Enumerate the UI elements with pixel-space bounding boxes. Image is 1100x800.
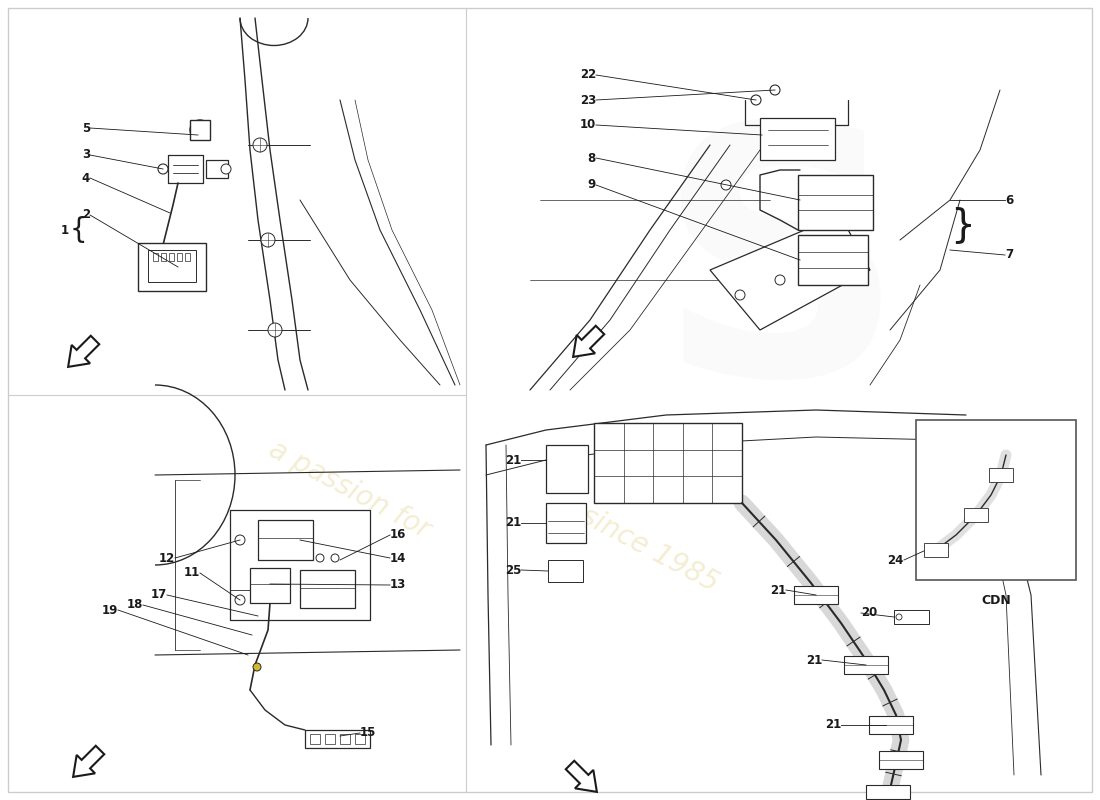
- Text: 21: 21: [505, 517, 521, 530]
- Bar: [798, 175, 873, 230]
- Bar: [206, 160, 228, 178]
- Bar: [548, 560, 583, 582]
- Circle shape: [268, 323, 282, 337]
- Bar: [310, 734, 320, 744]
- Circle shape: [220, 166, 225, 172]
- Circle shape: [770, 85, 780, 95]
- FancyArrow shape: [565, 761, 597, 792]
- Bar: [190, 120, 210, 140]
- Bar: [546, 503, 586, 543]
- Bar: [138, 243, 206, 291]
- Circle shape: [253, 138, 267, 152]
- Circle shape: [158, 164, 168, 174]
- Circle shape: [208, 166, 214, 172]
- Bar: [989, 468, 1013, 482]
- Text: S: S: [654, 113, 905, 447]
- Text: 22: 22: [580, 69, 596, 82]
- Circle shape: [720, 180, 732, 190]
- Bar: [161, 253, 166, 261]
- Text: 6: 6: [1005, 194, 1013, 206]
- Bar: [844, 656, 888, 674]
- Bar: [760, 118, 835, 160]
- Text: 17: 17: [151, 589, 167, 602]
- Bar: [177, 253, 182, 261]
- Bar: [866, 785, 910, 799]
- Bar: [924, 543, 948, 557]
- Polygon shape: [710, 215, 870, 330]
- Text: 24: 24: [888, 554, 904, 566]
- Text: 9: 9: [587, 178, 596, 191]
- Text: 3: 3: [81, 149, 90, 162]
- Text: 15: 15: [360, 726, 376, 739]
- Bar: [300, 570, 355, 608]
- Text: 21: 21: [825, 718, 842, 731]
- Bar: [185, 253, 190, 261]
- FancyArrow shape: [573, 326, 604, 357]
- Text: 5: 5: [81, 122, 90, 134]
- Text: 11: 11: [184, 566, 200, 579]
- Text: 13: 13: [390, 578, 406, 591]
- Bar: [798, 235, 868, 285]
- Text: 19: 19: [101, 603, 118, 617]
- Text: 4: 4: [81, 171, 90, 185]
- Text: 16: 16: [390, 529, 406, 542]
- Circle shape: [235, 595, 245, 605]
- Circle shape: [751, 95, 761, 105]
- Circle shape: [735, 290, 745, 300]
- Bar: [169, 253, 174, 261]
- Text: }: }: [950, 206, 975, 244]
- Bar: [869, 716, 913, 734]
- Text: 23: 23: [580, 94, 596, 106]
- Text: 21: 21: [805, 654, 822, 666]
- Bar: [148, 250, 196, 282]
- Bar: [355, 734, 365, 744]
- Text: 2: 2: [81, 209, 90, 222]
- Circle shape: [253, 663, 261, 671]
- Circle shape: [896, 614, 902, 620]
- Text: 14: 14: [390, 551, 406, 565]
- Bar: [305, 730, 370, 748]
- Circle shape: [235, 535, 245, 545]
- Bar: [964, 508, 988, 522]
- Text: 21: 21: [505, 454, 521, 466]
- Bar: [153, 253, 158, 261]
- Circle shape: [221, 164, 231, 174]
- Bar: [794, 586, 838, 604]
- Bar: [258, 520, 314, 560]
- Bar: [546, 445, 589, 493]
- Text: 12: 12: [158, 551, 175, 565]
- Text: 25: 25: [505, 563, 521, 577]
- Text: 10: 10: [580, 118, 596, 131]
- Bar: [594, 423, 742, 503]
- Bar: [324, 734, 336, 744]
- Bar: [879, 751, 923, 769]
- Bar: [340, 734, 350, 744]
- Text: since 1985: since 1985: [576, 502, 724, 598]
- Text: 1: 1: [60, 223, 69, 237]
- FancyArrow shape: [73, 746, 104, 777]
- Text: 21: 21: [770, 583, 786, 597]
- Text: 7: 7: [1005, 249, 1013, 262]
- Circle shape: [331, 554, 339, 562]
- Circle shape: [261, 233, 275, 247]
- Circle shape: [776, 275, 785, 285]
- Text: 20: 20: [861, 606, 878, 619]
- Bar: [916, 420, 1076, 580]
- Circle shape: [190, 120, 210, 140]
- FancyArrow shape: [68, 336, 99, 367]
- Bar: [894, 610, 930, 624]
- Text: a passion for: a passion for: [264, 436, 436, 544]
- Bar: [250, 568, 290, 603]
- Text: 8: 8: [587, 151, 596, 165]
- Text: {: {: [69, 216, 87, 244]
- Text: CDN: CDN: [981, 594, 1011, 607]
- Circle shape: [316, 554, 324, 562]
- Text: 18: 18: [126, 598, 143, 611]
